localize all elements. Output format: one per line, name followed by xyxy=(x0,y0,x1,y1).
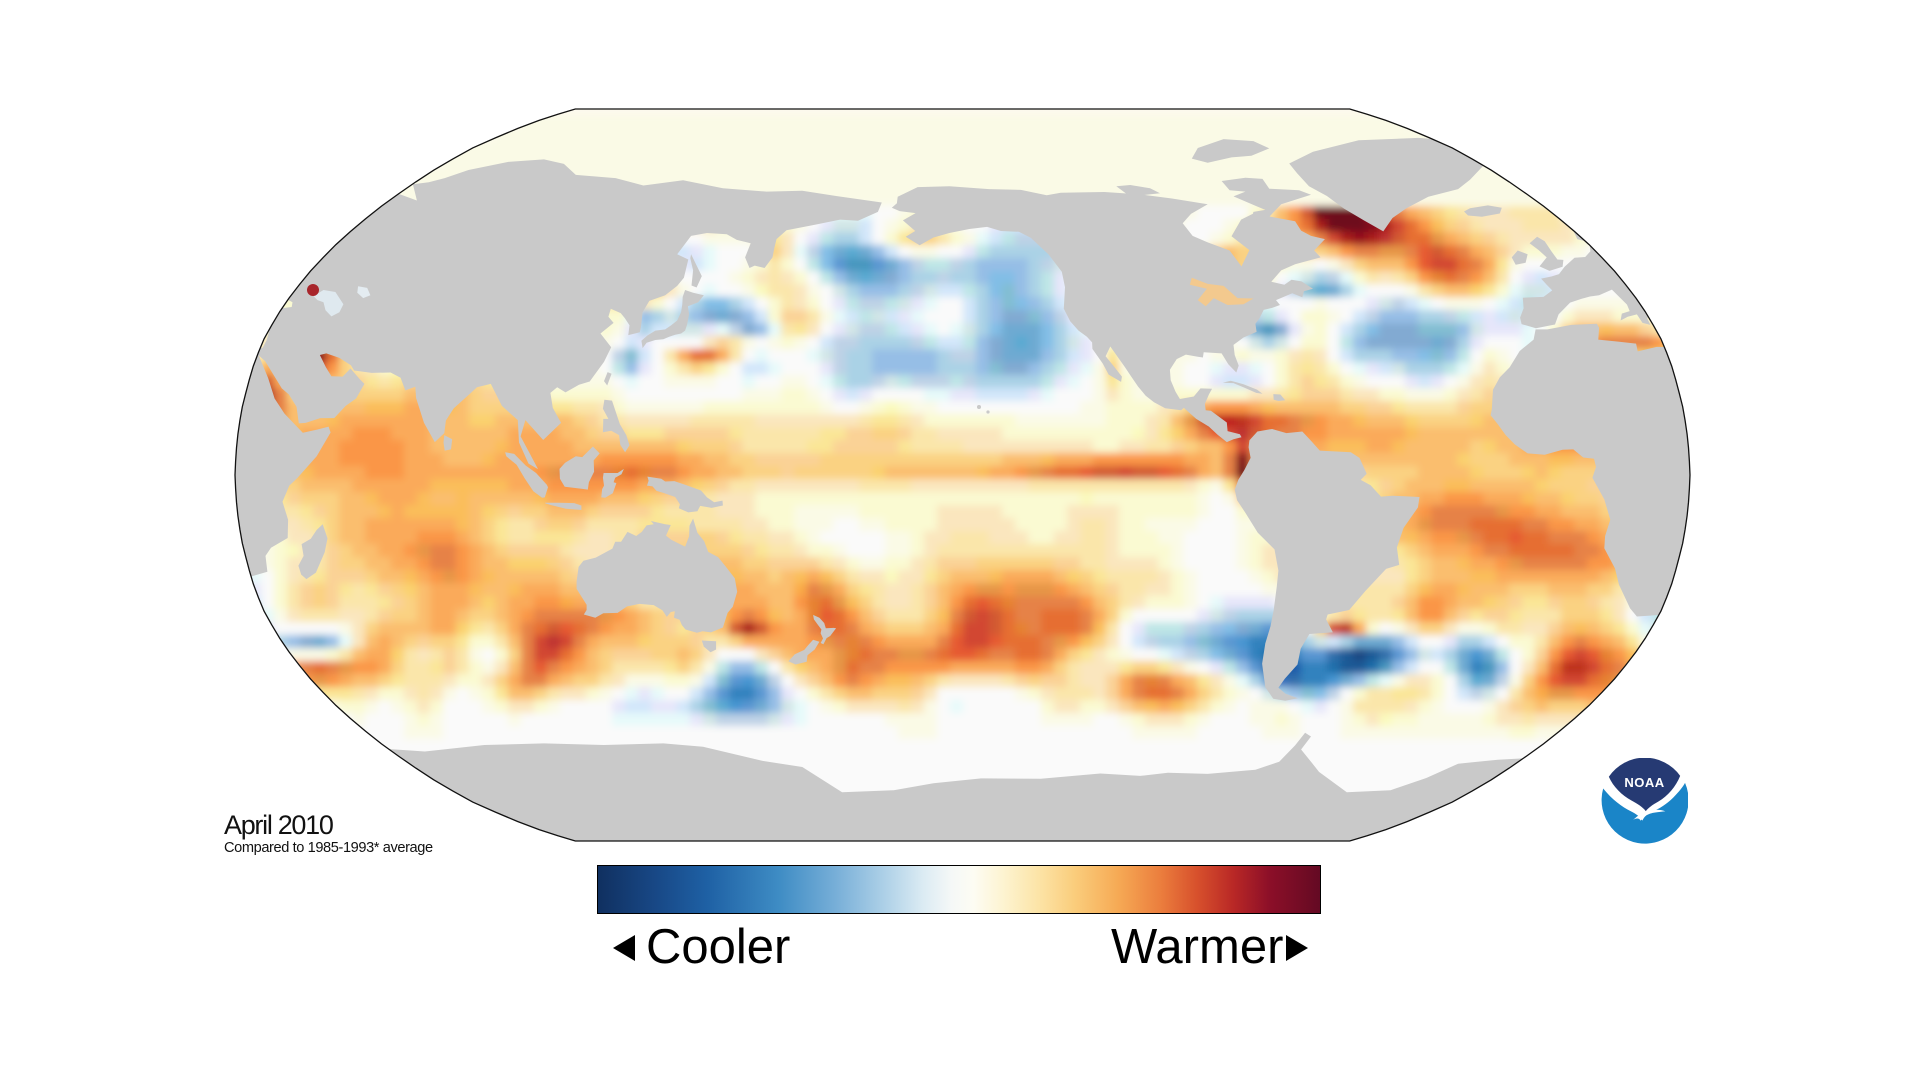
svg-text:NOAA: NOAA xyxy=(1624,775,1664,790)
